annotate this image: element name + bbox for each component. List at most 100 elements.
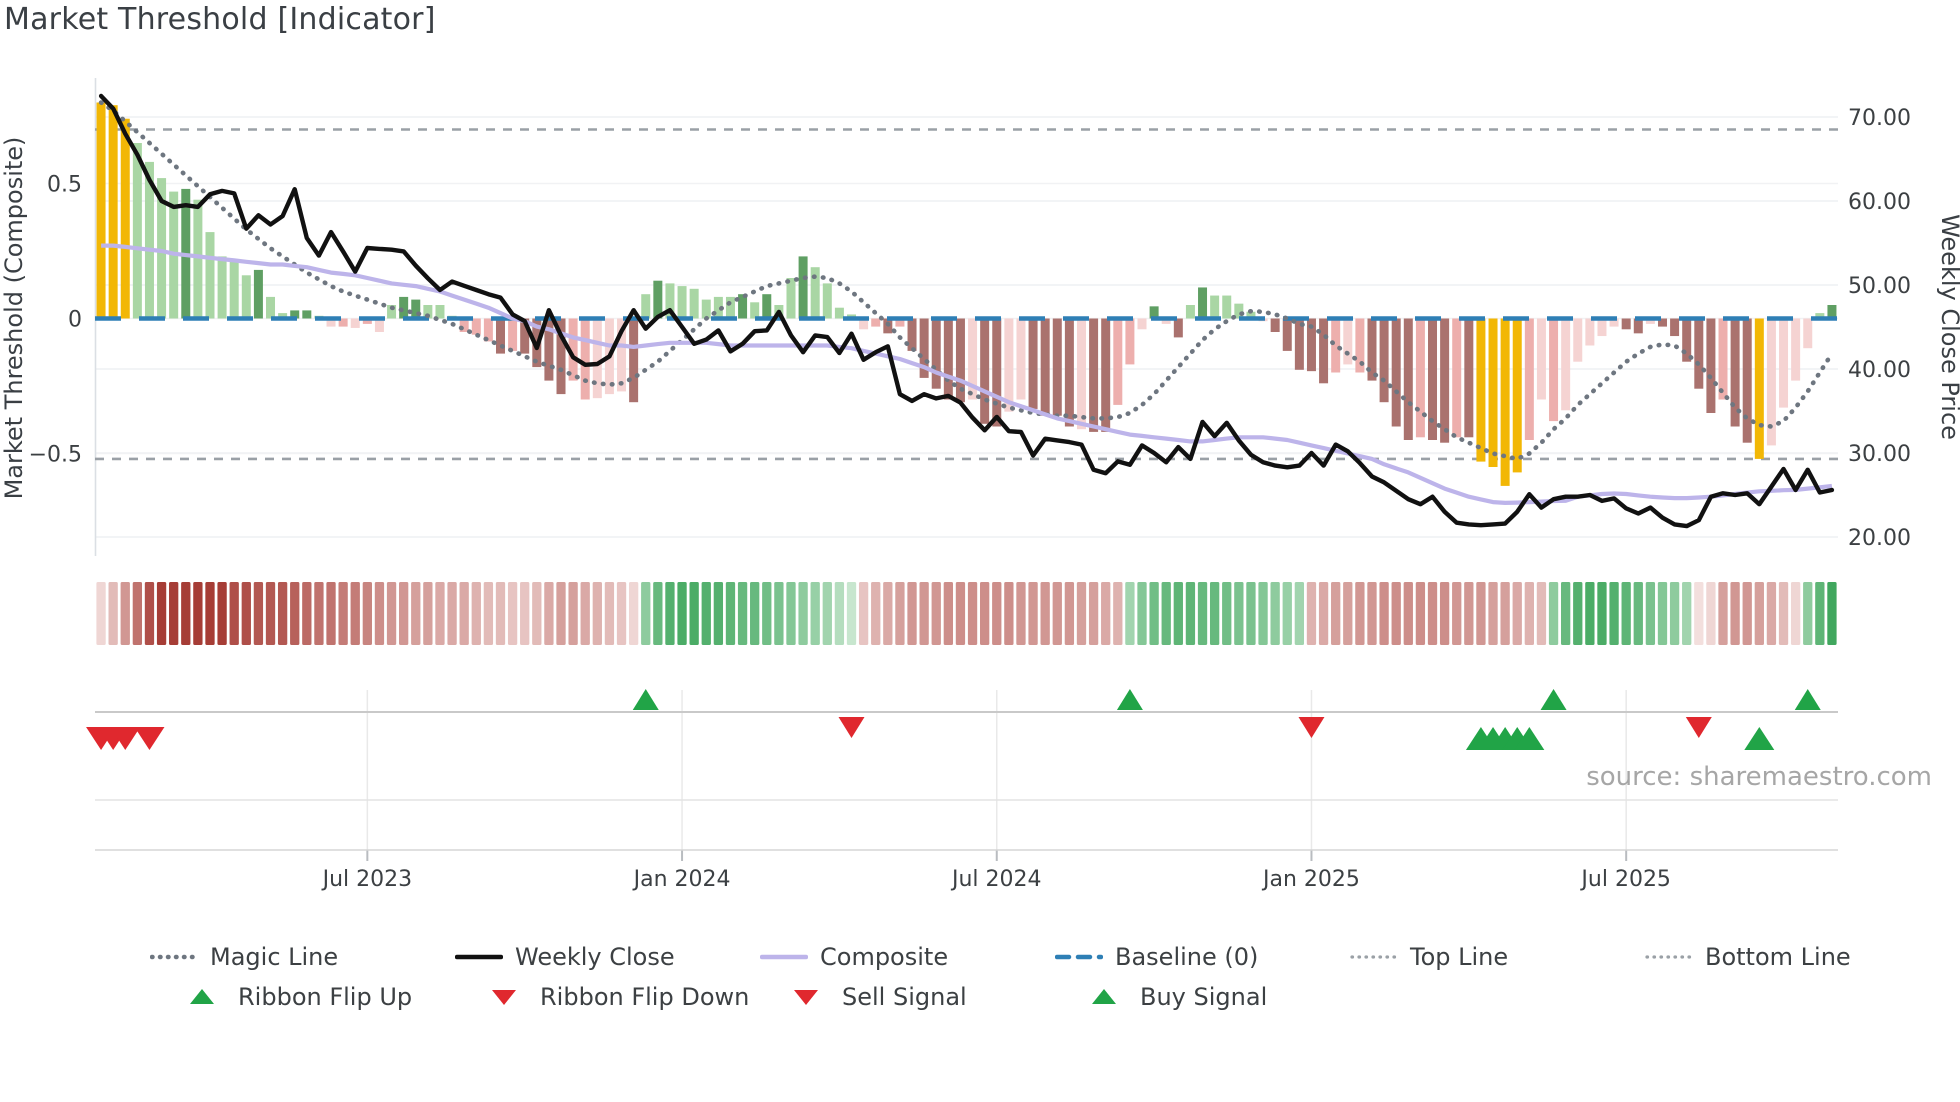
ribbon-cell (483, 582, 494, 645)
ribbon-cell (1403, 582, 1413, 645)
composite-bar (1101, 318, 1111, 432)
ribbon-cell (1197, 582, 1208, 645)
composite-bar (665, 283, 675, 319)
composite-bar (1803, 318, 1813, 349)
ribbon-cell (229, 582, 239, 645)
composite-bar (1270, 318, 1280, 332)
ribbon-cell (386, 582, 397, 645)
ribbon-cell (1294, 582, 1305, 645)
composite-bar (725, 296, 735, 319)
ribbon-cell (846, 582, 857, 645)
ribbon-cell (1004, 582, 1014, 645)
composite-bar (1076, 318, 1086, 430)
ribbon-cell (338, 582, 348, 645)
composite-bar (1827, 305, 1837, 319)
composite-bar (931, 318, 941, 389)
ribbon-cell (1548, 582, 1559, 645)
ribbon-cell (883, 582, 893, 645)
left-axis-title: Market Threshold (Composite) (0, 137, 28, 500)
ribbon-cell (156, 582, 167, 645)
composite-bar (1682, 318, 1692, 362)
ribbon-cell (1088, 582, 1099, 645)
ribbon-cell (290, 582, 300, 645)
ribbon-cell (1754, 582, 1764, 645)
x-tick-label: Jul 2024 (950, 867, 1042, 892)
ribbon-cell (471, 582, 481, 645)
ribbon-cell (665, 582, 675, 645)
ribbon-cell (1016, 582, 1026, 645)
composite-bar (338, 318, 348, 327)
ribbon-cell (980, 582, 990, 645)
composite-bar (834, 307, 844, 319)
sell-signal-marker (110, 727, 141, 750)
composite-bar (132, 143, 142, 319)
x-tick-label: Jul 2025 (1579, 867, 1671, 892)
ribbon-cell (132, 582, 143, 645)
composite-bar (205, 232, 215, 319)
composite-bar (943, 318, 953, 400)
composite-bar (1379, 318, 1389, 403)
ribbon-cell (302, 582, 312, 645)
ribbon-cell (871, 582, 881, 645)
composite-bar (1331, 318, 1341, 373)
composite-bar (1137, 318, 1147, 330)
composite-bar (617, 318, 627, 392)
magic-line (98, 100, 1835, 462)
ribbon-cell (1439, 582, 1450, 645)
ribbon-cell (713, 582, 724, 645)
page-title: Market Threshold [Indicator] (4, 2, 436, 37)
composite-bar (459, 318, 469, 332)
ribbon-cell (1790, 582, 1801, 645)
ribbon-cell (725, 582, 736, 645)
ribbon-cell (798, 582, 808, 645)
composite-bar (895, 318, 905, 327)
composite-bar (193, 199, 203, 319)
composite-bar (362, 318, 372, 324)
ribbon-cell (544, 582, 554, 645)
composite-bar (568, 318, 578, 381)
right-tick-label: 20.00 (1848, 526, 1911, 551)
composite-bar (544, 318, 554, 381)
ribbon-flip-up-marker (1116, 689, 1143, 710)
ribbon-cell (277, 582, 288, 645)
composite-bar (1222, 295, 1232, 319)
composite-bar (871, 318, 881, 327)
ribbon-cell (435, 582, 445, 645)
ribbon-flip-up-marker (1794, 689, 1821, 710)
ribbon-cell (96, 582, 106, 645)
composite-bar (1173, 318, 1183, 338)
composite-bar (266, 296, 276, 319)
composite-bar (653, 280, 663, 319)
composite-bar (1464, 318, 1474, 438)
ribbon-cell (689, 582, 699, 645)
composite-bar (1573, 318, 1583, 362)
ribbon-flip-down-marker (1685, 717, 1712, 738)
ribbon-cell (1536, 582, 1547, 645)
composite-bar (1694, 318, 1704, 389)
ribbon-cell (169, 582, 179, 645)
ribbon-cell (786, 582, 796, 645)
ribbon-cell (1573, 582, 1583, 645)
composite-bar (1040, 318, 1050, 416)
ribbon-cell (1076, 582, 1087, 645)
ribbon-cell (1585, 582, 1595, 645)
ribbon-cell (314, 582, 324, 645)
ribbon-cell (507, 582, 518, 645)
composite-bar (1500, 318, 1510, 486)
composite-bar (144, 161, 154, 319)
ribbon-cell (616, 582, 627, 645)
ribbon-cell (362, 582, 372, 645)
ribbon-cell (399, 582, 409, 645)
ribbon-cell (1343, 582, 1353, 645)
ribbon-flip-up-marker (632, 689, 659, 710)
ribbon-cell (1682, 582, 1692, 645)
ribbon-cell (1282, 582, 1292, 645)
right-axis-title: Weekly Close Price (1936, 214, 1960, 440)
composite-bar (1633, 318, 1643, 334)
composite-bar (1670, 318, 1680, 337)
ribbon-cell (1149, 582, 1159, 645)
ribbon-cell (1052, 582, 1062, 645)
composite-bar (108, 105, 118, 319)
composite-bar (1742, 318, 1752, 443)
x-tick-label: Jan 2024 (632, 867, 731, 892)
